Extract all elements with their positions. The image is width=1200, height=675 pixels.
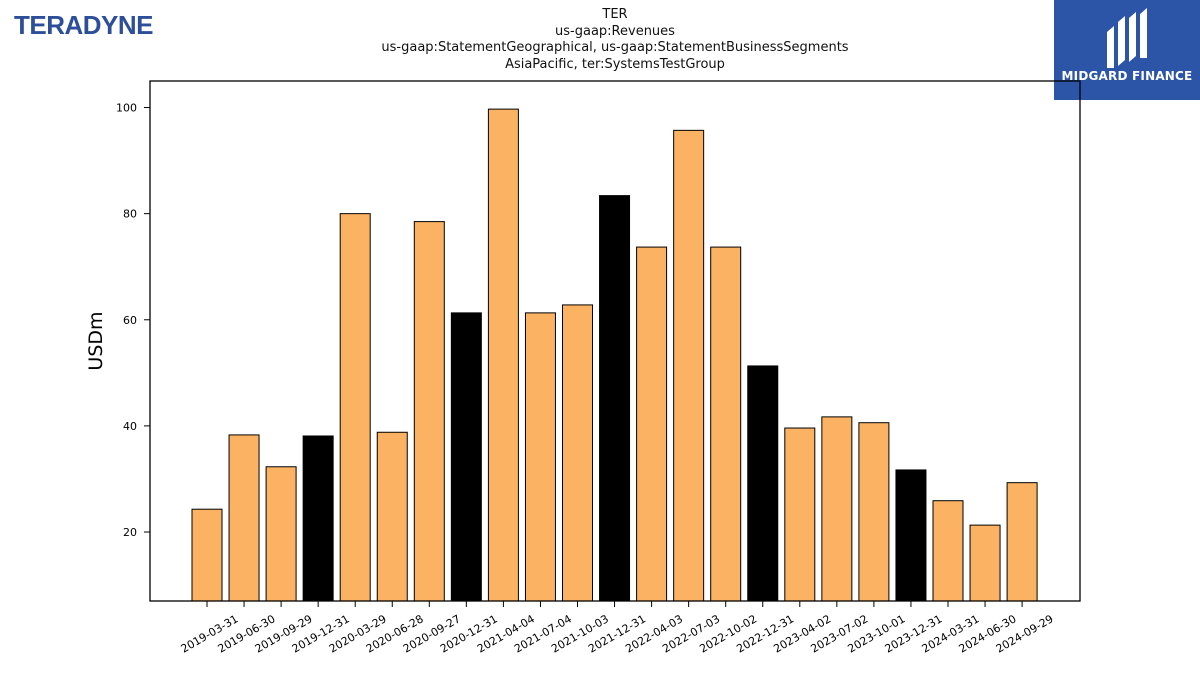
bar [413, 221, 445, 602]
title-line-concept: us-gaap:Revenues [555, 23, 675, 39]
bar [636, 246, 668, 602]
teradyne-logo: TERADYNE [14, 10, 154, 40]
y-tick-label: 100 [116, 102, 137, 115]
bar [265, 466, 297, 602]
bar [784, 427, 816, 602]
y-axis-label: USDm [85, 311, 107, 370]
bar [969, 524, 1001, 602]
bar [895, 469, 927, 602]
bar [191, 508, 223, 602]
bar [858, 422, 890, 602]
bar [1006, 482, 1038, 602]
title-line-ticker: TER [602, 7, 628, 22]
chart-title: TER us-gaap:Revenues us-gaap:StatementGe… [315, 7, 915, 73]
bar [562, 304, 593, 602]
y-tick-label: 40 [123, 420, 137, 433]
y-tick-label: 80 [123, 208, 137, 221]
y-tick-label: 60 [123, 314, 137, 327]
bar [450, 312, 482, 602]
bar [673, 129, 705, 602]
bar [487, 108, 519, 602]
bar [228, 434, 260, 602]
bar [302, 435, 334, 602]
title-line-axes: us-gaap:StatementGeographical, us-gaap:S… [381, 40, 849, 55]
title-line-members: AsiaPacific, ter:SystemsTestGroup [505, 56, 725, 72]
bar [339, 213, 371, 602]
bar [524, 312, 556, 602]
y-tick-label: 20 [123, 526, 137, 539]
bar [747, 365, 779, 602]
bar [599, 195, 631, 602]
brand-name: MIDGARD FINANCE [1061, 69, 1193, 83]
bar [821, 416, 853, 602]
midgard-mark-icon [1107, 8, 1147, 68]
midgard-finance-logo: MIDGARD FINANCE [1054, 0, 1200, 100]
bar [932, 500, 964, 602]
bar [710, 246, 742, 602]
bar [376, 431, 408, 602]
